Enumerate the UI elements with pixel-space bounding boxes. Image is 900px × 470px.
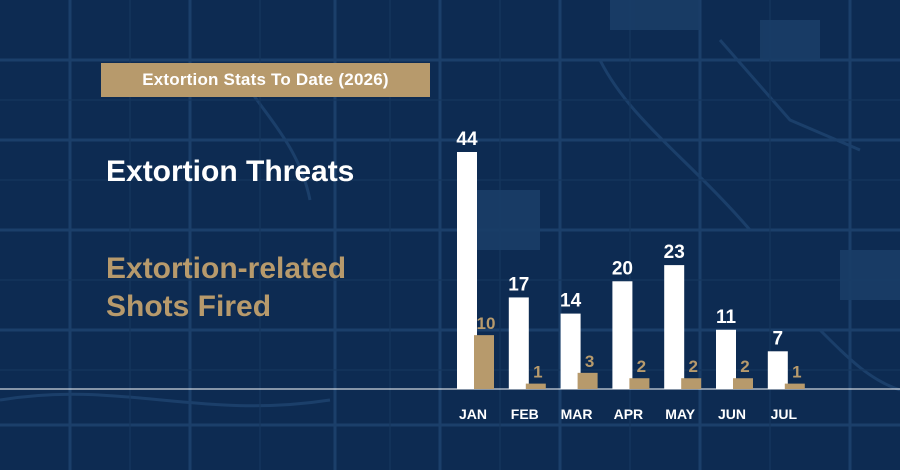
tick-label-mar: MAR	[561, 406, 593, 422]
label-shots-jun: 2	[740, 357, 749, 376]
bar-threats-jul	[767, 351, 788, 389]
label-shots-mar: 3	[585, 352, 594, 371]
label-threats-jan: 44	[456, 129, 478, 150]
tick-label-apr: APR	[614, 406, 644, 422]
label-threats-feb: 17	[508, 274, 529, 295]
label-shots-apr: 2	[637, 357, 646, 376]
chart-title: Extortion Stats To Date (2026)	[101, 63, 430, 97]
tick-label-jun: JUN	[718, 406, 746, 422]
bar-shots-jun	[733, 378, 753, 389]
label-threats-may: 23	[664, 242, 685, 263]
label-threats-jul: 7	[773, 328, 784, 349]
label-threats-mar: 14	[560, 291, 582, 312]
bar-shots-feb	[525, 383, 546, 389]
bar-threats-mar	[560, 313, 581, 389]
bar-threats-jun	[716, 329, 736, 389]
bar-shots-apr	[629, 378, 650, 389]
bar-threats-jan	[457, 152, 477, 389]
tick-label-feb: FEB	[511, 406, 539, 422]
label-shots-jan: 10	[477, 314, 496, 333]
legend-threats: Extortion Threats	[106, 155, 355, 188]
label-shots-may: 2	[688, 357, 697, 376]
tick-label-may: MAY	[665, 406, 695, 422]
bar-shots-mar	[577, 372, 598, 389]
bar-threats-apr	[612, 281, 633, 389]
label-threats-apr: 20	[612, 258, 633, 279]
label-threats-jun: 11	[716, 307, 737, 328]
legend-shots: Extortion-related Shots Fired	[106, 252, 347, 323]
bar-threats-feb	[508, 297, 529, 389]
bar-shots-jul	[784, 383, 805, 389]
label-shots-jul: 1	[792, 363, 801, 382]
bar-shots-may	[681, 378, 702, 389]
tick-label-jan: JAN	[459, 406, 487, 422]
tick-label-jul: JUL	[771, 406, 798, 422]
bar-shots-jan	[474, 335, 494, 389]
label-shots-feb: 1	[533, 363, 542, 382]
bar-threats-may	[664, 265, 685, 389]
